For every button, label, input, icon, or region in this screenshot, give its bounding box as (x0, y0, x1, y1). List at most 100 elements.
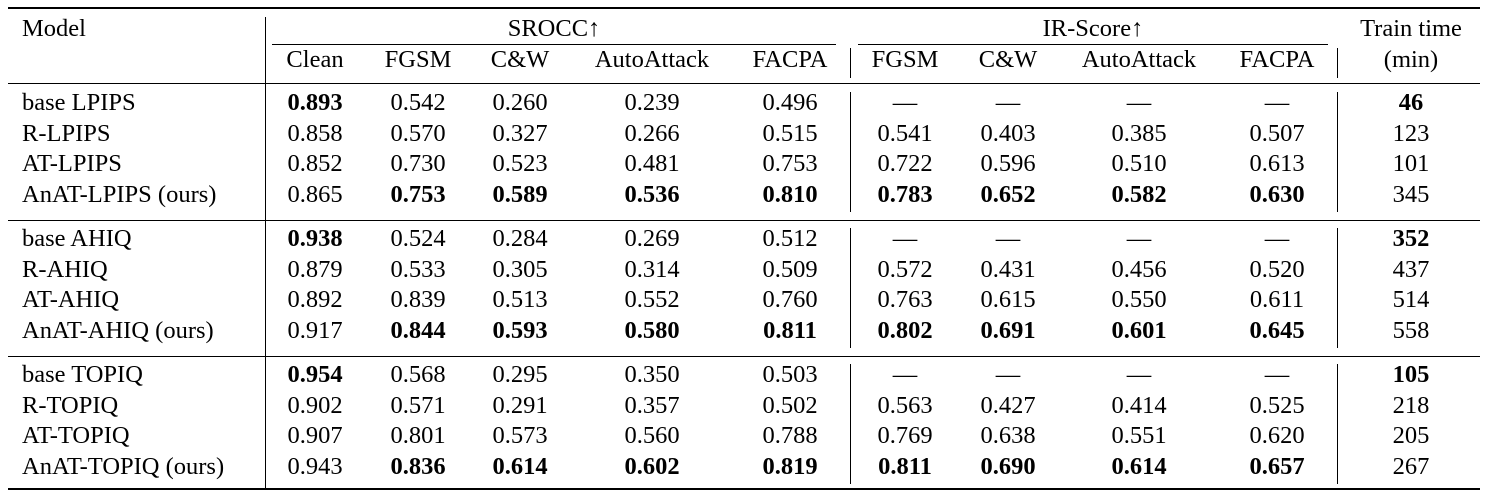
srocc-group-rule (272, 44, 836, 45)
srocc-value-cell: 0.943 (287, 453, 343, 481)
header-srocc-col: C&W (490, 46, 550, 73)
train-time-cell: 558 (1392, 317, 1430, 345)
ir-score-value-cell: 0.645 (1249, 317, 1305, 345)
srocc-value-cell: 0.907 (287, 422, 343, 450)
ir-score-value-cell: — (1264, 361, 1290, 388)
srocc-value-cell: 0.589 (492, 181, 548, 209)
srocc-value-cell: 0.938 (287, 225, 343, 252)
srocc-value-cell: 0.614 (492, 453, 548, 481)
ir-score-value-cell: 0.431 (980, 255, 1036, 283)
ir-score-value-cell: 0.611 (1249, 286, 1305, 314)
ir-score-value-cell: 0.691 (980, 317, 1036, 345)
ir-score-value-cell: 0.427 (980, 391, 1036, 419)
srocc-value-cell: 0.502 (762, 391, 818, 419)
srocc-value-cell: 0.801 (390, 422, 446, 450)
ir-score-value-cell: 0.541 (877, 119, 933, 147)
ir-score-value-cell: 0.507 (1249, 119, 1305, 147)
vline-ir-time (1337, 364, 1339, 484)
ir-score-value-cell: 0.550 (1111, 286, 1167, 314)
srocc-value-cell: 0.568 (390, 361, 446, 388)
model-name-cell: R-AHIQ (22, 255, 108, 283)
model-name-cell: base AHIQ (22, 225, 132, 252)
srocc-value-cell: 0.350 (624, 361, 680, 388)
srocc-value-cell: 0.580 (624, 317, 680, 345)
header-ir-col: C&W (978, 46, 1038, 73)
ir-score-value-cell: 0.722 (877, 150, 933, 178)
srocc-value-cell: 0.858 (287, 119, 343, 147)
ir-score-value-cell: 0.551 (1111, 422, 1167, 450)
srocc-value-cell: 0.844 (390, 317, 446, 345)
srocc-value-cell: 0.865 (287, 181, 343, 209)
srocc-value-cell: 0.327 (492, 119, 548, 147)
srocc-value-cell: 0.513 (492, 286, 548, 314)
srocc-value-cell: 0.810 (762, 181, 818, 209)
srocc-value-cell: 0.284 (492, 225, 548, 252)
train-time-cell: 101 (1392, 150, 1430, 178)
ir-score-value-cell: 0.811 (878, 453, 932, 481)
train-time-cell: 267 (1392, 453, 1430, 481)
srocc-value-cell: 0.730 (390, 150, 446, 178)
vline-srocc-ir (850, 364, 852, 484)
srocc-value-cell: 0.852 (287, 150, 343, 178)
ir-score-value-cell: — (1126, 225, 1152, 252)
srocc-value-cell: 0.760 (762, 286, 818, 314)
ir-score-value-cell: 0.620 (1249, 422, 1305, 450)
ir-score-value-cell: 0.657 (1249, 453, 1305, 481)
train-time-cell: 46 (1398, 89, 1424, 116)
header-srocc-col: FACPA (752, 46, 828, 73)
ir-score-value-cell: — (995, 89, 1021, 116)
model-name-cell: AnAT-LPIPS (ours) (22, 181, 217, 209)
ir-score-value-cell: 0.802 (877, 317, 933, 345)
bottom-rule (8, 488, 1480, 490)
srocc-value-cell: 0.515 (762, 119, 818, 147)
ir-score-value-cell: 0.572 (877, 255, 933, 283)
srocc-value-cell: 0.836 (390, 453, 446, 481)
header-ir-score: IR-Score↑ (1042, 15, 1144, 42)
srocc-value-cell: 0.560 (624, 422, 680, 450)
header-srocc: SROCC↑ (507, 15, 601, 42)
header-ir-col: FACPA (1239, 46, 1315, 73)
ir-score-value-cell: 0.613 (1249, 150, 1305, 178)
srocc-value-cell: 0.573 (492, 422, 548, 450)
srocc-value-cell: 0.570 (390, 119, 446, 147)
srocc-value-cell: 0.593 (492, 317, 548, 345)
ir-score-value-cell: 0.456 (1111, 255, 1167, 283)
srocc-value-cell: 0.917 (287, 317, 343, 345)
ir-score-value-cell: 0.510 (1111, 150, 1167, 178)
srocc-value-cell: 0.269 (624, 225, 680, 252)
model-name-cell: AT-LPIPS (22, 150, 122, 178)
model-name-cell: R-TOPIQ (22, 391, 119, 419)
vline-srocc-ir (850, 92, 852, 212)
srocc-value-cell: 0.811 (763, 317, 817, 345)
ir-score-value-cell: — (892, 225, 918, 252)
header-ir-col: FGSM (871, 46, 939, 73)
ir-score-value-cell: 0.385 (1111, 119, 1167, 147)
srocc-value-cell: 0.509 (762, 255, 818, 283)
srocc-value-cell: 0.536 (624, 181, 680, 209)
model-name-cell: base TOPIQ (22, 361, 143, 388)
srocc-value-cell: 0.893 (287, 89, 343, 116)
vline-ir-time (1337, 228, 1339, 348)
srocc-value-cell: 0.839 (390, 286, 446, 314)
model-name-cell: AnAT-TOPIQ (ours) (22, 453, 225, 481)
srocc-value-cell: 0.524 (390, 225, 446, 252)
ir-score-value-cell: — (995, 361, 1021, 388)
ir-score-value-cell: 0.763 (877, 286, 933, 314)
srocc-value-cell: 0.314 (624, 255, 680, 283)
srocc-value-cell: 0.753 (390, 181, 446, 209)
train-time-cell: 205 (1392, 422, 1430, 450)
ir-score-value-cell: — (892, 361, 918, 388)
ir-score-value-cell: 0.652 (980, 181, 1036, 209)
srocc-value-cell: 0.496 (762, 89, 818, 116)
ir-score-value-cell: 0.582 (1111, 181, 1167, 209)
model-name-cell: AT-AHIQ (22, 286, 120, 314)
srocc-value-cell: 0.954 (287, 361, 343, 388)
ir-score-value-cell: — (1126, 89, 1152, 116)
train-time-cell: 437 (1392, 255, 1430, 283)
model-name-cell: AnAT-AHIQ (ours) (22, 317, 214, 345)
header-train-time: Train time (1360, 15, 1462, 42)
srocc-value-cell: 0.266 (624, 119, 680, 147)
ir-score-value-cell: — (892, 89, 918, 116)
ir-score-value-cell: — (1126, 361, 1152, 388)
